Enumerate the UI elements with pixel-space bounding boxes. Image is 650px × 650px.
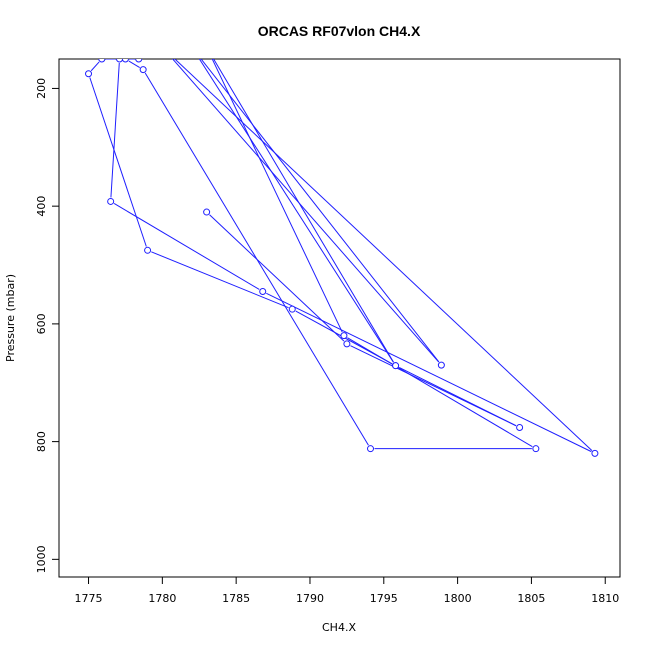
x-tick-label: 1810 [591, 592, 619, 605]
series-layer [85, 44, 599, 457]
series-segment [211, 59, 343, 333]
y-tick-label: 800 [35, 431, 48, 452]
data-point [139, 66, 147, 74]
data-point [392, 362, 400, 370]
data-point [340, 332, 348, 340]
data-point [189, 44, 195, 50]
x-axis: 1775 1780 1785 1790 1795 1800 1805 1810 [75, 576, 619, 605]
x-axis-label: CH4.X [322, 621, 356, 634]
series-segment [213, 59, 394, 363]
x-tick-label: 1785 [222, 592, 250, 605]
series-segment [266, 292, 592, 453]
data-point [203, 208, 211, 216]
x-tick-label: 1790 [296, 592, 324, 605]
data-point [107, 197, 115, 205]
series-segment [89, 77, 147, 247]
series-segment [198, 59, 394, 363]
y-axis-label: Pressure (mbar) [4, 274, 17, 362]
chart-title: ORCAS RF07vlon CH4.X [258, 23, 421, 39]
series-segment [113, 203, 260, 290]
plot-frame [58, 58, 621, 578]
data-point [85, 70, 93, 78]
x-tick-label: 1795 [370, 592, 398, 605]
y-tick-label: 600 [35, 313, 48, 334]
data-point [116, 59, 124, 63]
data-point [159, 44, 165, 50]
data-point [121, 59, 129, 63]
series-segment [174, 59, 593, 452]
y-axis: 200 400 600 800 1000 [35, 78, 60, 573]
series-segment [398, 367, 517, 427]
y-tick-label: 400 [35, 196, 48, 217]
x-tick-label: 1775 [75, 592, 103, 605]
data-point [144, 246, 152, 254]
data-point [204, 44, 210, 50]
y-tick-label: 200 [35, 78, 48, 99]
series-segment [128, 60, 140, 68]
data-point [437, 361, 445, 369]
series-segment [347, 337, 533, 448]
data-point [343, 340, 351, 348]
data-point [532, 445, 540, 453]
series-segment [209, 214, 345, 342]
series-segment [90, 61, 100, 72]
x-tick-label: 1780 [148, 592, 176, 605]
data-point [98, 59, 106, 63]
x-tick-label: 1800 [444, 592, 472, 605]
series-segment [200, 59, 440, 363]
series-segment [151, 251, 289, 309]
data-point [516, 423, 524, 431]
data-point [259, 288, 267, 296]
data-point [288, 305, 296, 313]
data-point [135, 59, 143, 63]
series-segment [144, 72, 369, 446]
series-segment [110, 62, 120, 198]
data-point [367, 445, 375, 453]
x-tick-label: 1805 [517, 592, 545, 605]
series-segment [172, 59, 440, 363]
y-tick-label: 1000 [35, 545, 48, 573]
data-point [591, 449, 599, 457]
